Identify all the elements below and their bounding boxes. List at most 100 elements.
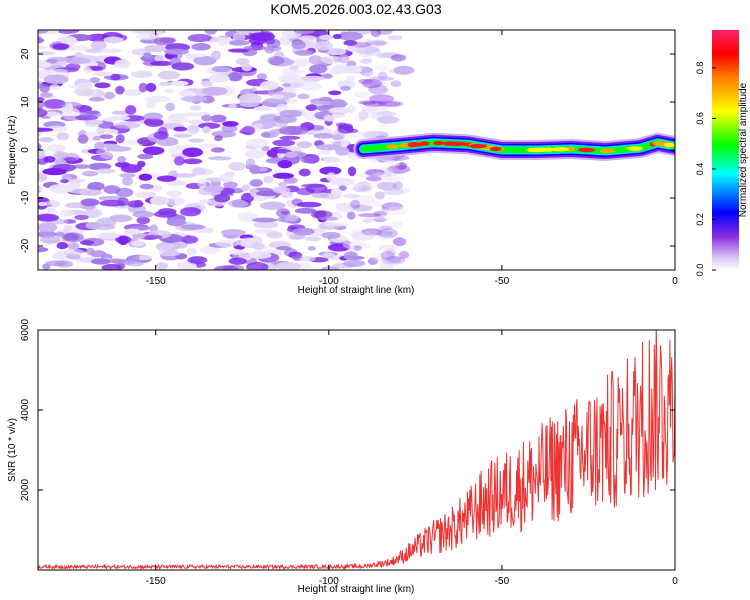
noise-blob <box>27 142 36 146</box>
noise-blob <box>87 181 105 191</box>
noise-blob <box>358 110 369 120</box>
noise-blob <box>264 45 275 54</box>
signal-track <box>353 132 675 161</box>
noise-blob <box>342 259 366 268</box>
noise-blob <box>38 150 46 160</box>
noise-blob <box>322 156 340 164</box>
noise-blob <box>364 81 387 86</box>
noise-blob <box>245 262 269 270</box>
noise-blob <box>343 251 358 261</box>
noise-blob <box>38 173 48 182</box>
noise-blob <box>66 178 85 183</box>
noise-blob <box>173 156 185 166</box>
noise-blob <box>144 234 163 240</box>
noise-blob <box>223 181 238 189</box>
noise-blob <box>373 39 387 47</box>
noise-blob <box>378 244 398 252</box>
noise-blob <box>173 133 193 138</box>
noise-blob <box>103 144 120 149</box>
noise-blob <box>368 84 388 95</box>
noise-blob <box>79 240 95 246</box>
spectrogram-xtick-label: 0 <box>672 276 678 287</box>
noise-blob <box>354 45 379 55</box>
noise-blob <box>115 85 125 95</box>
noise-blob <box>228 257 247 265</box>
noise-blob <box>318 216 338 221</box>
noise-blob <box>380 206 391 212</box>
noise-blob <box>335 146 350 156</box>
snr-xtick-label: 0 <box>672 576 678 587</box>
noise-blob <box>337 54 350 64</box>
noise-blob <box>355 116 366 122</box>
snr-series-line <box>38 330 675 570</box>
noise-blob <box>189 105 202 111</box>
noise-blob <box>380 165 403 176</box>
noise-blob <box>317 150 332 155</box>
spectrogram-xtick-label: -150 <box>146 276 166 287</box>
figure-title: KOM5.2026.003.02.43.G03 <box>270 1 441 17</box>
noise-blob <box>60 209 74 217</box>
noise-blob <box>86 247 95 256</box>
noise-blob <box>281 38 291 46</box>
noise-blob <box>296 141 313 149</box>
noise-blob <box>319 166 342 175</box>
noise-blob <box>301 183 326 188</box>
noise-blob <box>327 243 351 252</box>
noise-blob <box>122 176 133 186</box>
noise-blob <box>338 185 347 191</box>
noise-blob <box>241 192 254 203</box>
noise-blob <box>398 162 407 171</box>
noise-blob <box>384 167 394 177</box>
noise-blob <box>222 121 239 127</box>
noise-blob <box>38 185 42 193</box>
noise-blob <box>96 91 106 97</box>
signal-hotspot <box>525 147 546 153</box>
noise-blob <box>180 224 206 230</box>
noise-blob <box>293 30 315 35</box>
noise-blob <box>98 195 124 201</box>
noise-blob <box>377 228 398 239</box>
noise-blob <box>23 183 36 189</box>
noise-blob <box>388 68 405 75</box>
noise-blob <box>197 178 207 188</box>
noise-blob <box>228 199 248 208</box>
noise-blob <box>250 188 260 198</box>
noise-blob <box>272 139 296 147</box>
noise-blob <box>38 51 56 56</box>
noise-blob <box>38 108 48 118</box>
noise-blob <box>157 208 177 216</box>
noise-blob <box>283 177 298 184</box>
noise-blob <box>96 148 110 156</box>
snr-xtick-label: -50 <box>495 576 510 587</box>
spectrogram-ytick-label: -10 <box>20 190 31 205</box>
noise-blob <box>210 114 227 123</box>
snr-xtick-label: -150 <box>146 576 166 587</box>
noise-blob <box>367 257 379 265</box>
signal-hotspot <box>407 142 415 148</box>
noise-blob <box>38 137 54 143</box>
noise-blob <box>68 181 81 189</box>
colorbar-label: Normalized spectral amplitude <box>738 82 749 217</box>
noise-blob <box>375 115 396 121</box>
noise-blob <box>38 222 58 233</box>
noise-blob <box>297 93 310 100</box>
noise-blob <box>213 265 239 270</box>
noise-blob <box>371 172 392 178</box>
noise-blob <box>378 120 389 128</box>
noise-blob <box>331 134 344 141</box>
colorbar-tick-label: 0.2 <box>695 213 705 226</box>
noise-blob <box>99 48 123 53</box>
noise-blob <box>259 201 286 210</box>
noise-blob <box>115 263 126 270</box>
noise-blob <box>43 98 66 109</box>
noise-blob <box>241 63 252 72</box>
noise-blob <box>238 93 262 104</box>
noise-blob <box>94 82 111 89</box>
colorbar: 0.0 0.2 0.4 0.6 0.8 Normalized spectral ampl… <box>695 30 749 276</box>
noise-blob <box>43 111 60 117</box>
noise-blob <box>134 255 153 261</box>
noise-blob <box>341 138 350 148</box>
noise-blob <box>381 202 403 211</box>
noise-blob <box>49 84 61 91</box>
signal-hotspot <box>489 146 502 152</box>
